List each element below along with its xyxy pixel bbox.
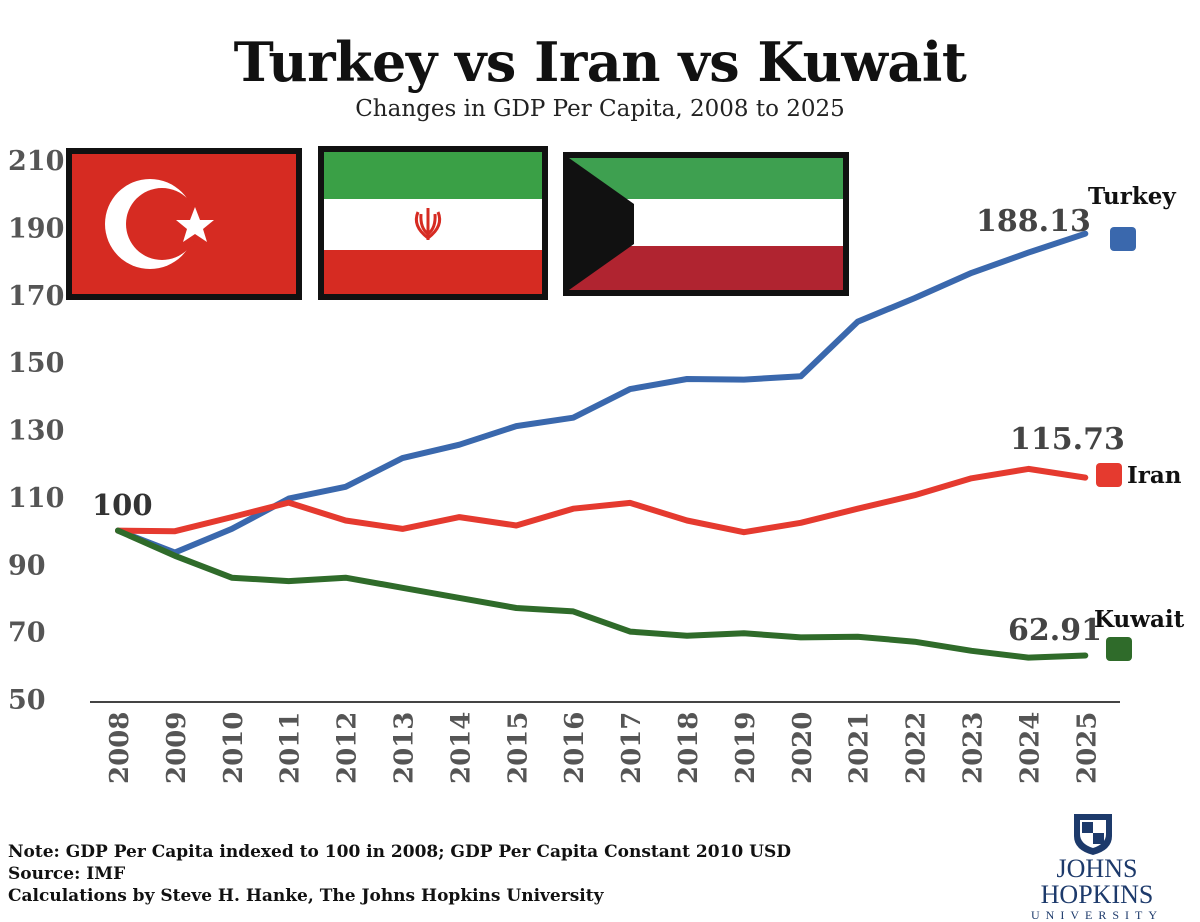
x-tick-label: 2013 xyxy=(390,712,420,784)
series-line-iran xyxy=(115,465,1089,536)
x-tick-label: 2023 xyxy=(959,712,989,784)
x-tick-label: 2024 xyxy=(1015,712,1045,784)
legend-marker-kuwait xyxy=(1106,637,1132,661)
x-tick-labels: 2008 2009 2010 2011 2012 2013 2014 2015 2016 2017… xyxy=(105,712,1102,784)
series-line-kuwait xyxy=(115,527,1089,661)
x-tick-label: 2014 xyxy=(446,712,476,784)
y-tick-labels: 50 70 90 110 130 150 170 190 210 xyxy=(8,146,64,716)
jhu-logo-name: JOHNS HOPKINS xyxy=(1040,854,1154,909)
footnote-note: Note: GDP Per Capita indexed to 100 in 2… xyxy=(8,842,791,862)
y-tick-label: 110 xyxy=(8,483,64,514)
x-tick-label: 2016 xyxy=(560,712,590,784)
footnote-credit: Calculations by Steve H. Hanke, The John… xyxy=(8,886,604,906)
series-name-label-iran: Iran xyxy=(1127,462,1182,489)
y-tick-label: 130 xyxy=(8,416,64,447)
end-value-label-turkey: 188.13 xyxy=(976,204,1091,239)
series-name-label-kuwait: Kuwait xyxy=(1094,606,1185,633)
x-tick-label: 2020 xyxy=(788,712,818,784)
series-lines xyxy=(115,230,1089,661)
series-name-label-turkey: Turkey xyxy=(1088,183,1176,210)
footnote-source: Source: IMF xyxy=(8,864,126,884)
chart-title: Turkey vs Iran vs Kuwait xyxy=(233,30,967,94)
y-tick-label: 150 xyxy=(8,348,64,379)
jhu-logo: JOHNS HOPKINS UNIVERSITY xyxy=(1004,856,1190,922)
y-tick-label: 170 xyxy=(8,281,64,312)
kuwait-flag xyxy=(563,152,849,296)
x-tick-label: 2025 xyxy=(1072,712,1102,784)
end-value-label-iran: 115.73 xyxy=(1010,422,1125,457)
x-tick-label: 2017 xyxy=(617,712,647,784)
y-tick-label: 70 xyxy=(8,618,46,649)
x-tick-label: 2011 xyxy=(276,712,306,784)
x-tick-label: 2022 xyxy=(902,712,932,784)
y-tick-label: 190 xyxy=(8,213,64,244)
x-tick-label: 2018 xyxy=(674,712,704,784)
x-tick-label: 2021 xyxy=(845,712,875,784)
legend-marker-iran xyxy=(1096,463,1122,487)
jhu-shield-icon xyxy=(1074,814,1112,855)
jhu-logo-sub: UNIVERSITY xyxy=(1031,908,1163,922)
x-tick-label: 2012 xyxy=(333,712,363,784)
end-value-label-kuwait: 62.91 xyxy=(1008,613,1102,648)
y-tick-label: 90 xyxy=(8,550,46,581)
x-tick-label: 2010 xyxy=(219,712,249,784)
chart-subtitle: Changes in GDP Per Capita, 2008 to 2025 xyxy=(355,96,845,122)
iran-flag xyxy=(318,146,548,300)
turkey-flag xyxy=(66,148,302,300)
legend-marker-turkey xyxy=(1110,227,1136,251)
x-tick-label: 2008 xyxy=(105,712,135,784)
x-tick-label: 2015 xyxy=(503,712,533,784)
x-tick-label: 2009 xyxy=(162,712,192,784)
y-tick-label: 50 xyxy=(8,685,46,716)
x-tick-label: 2019 xyxy=(731,712,761,784)
start-value-label: 100 xyxy=(92,488,153,522)
y-tick-label: 210 xyxy=(8,146,64,177)
